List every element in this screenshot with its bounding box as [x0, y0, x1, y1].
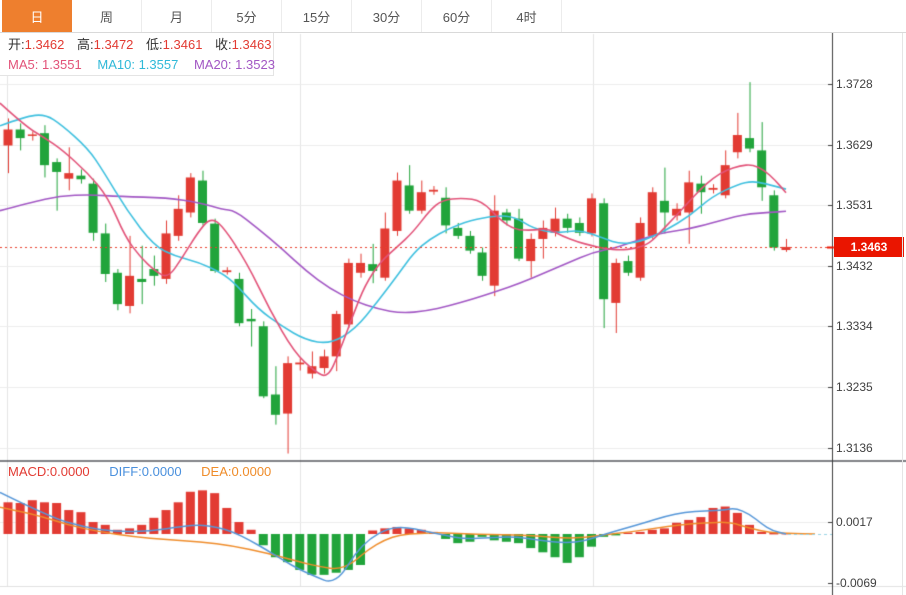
dea-readout: DEA:0.0000 — [201, 464, 272, 479]
timeframe-tabbar: 日 周 月 5分 15分 30分 60分 4时 — [0, 0, 906, 33]
high-value: 1.3472 — [93, 37, 134, 52]
y-axis-tick-3: 1.3531 — [836, 198, 873, 212]
diff-readout: DIFF:0.0000 — [109, 464, 182, 479]
ma20-readout: MA20: 1.3523 — [193, 57, 275, 72]
high-label: 高: — [77, 37, 94, 52]
open-label: 开: — [8, 37, 25, 52]
macd-readout: MACD:0.0000 — [8, 464, 90, 479]
tab-15min[interactable]: 15分 — [282, 0, 352, 32]
close-value: 1.3463 — [231, 37, 272, 52]
macd-axis-tick-1: 0.0017 — [836, 515, 873, 529]
ohlc-row: 开:1.3462 高:1.3472 低:1.3461 收:1.3463 — [8, 35, 273, 55]
tab-day[interactable]: 日 — [2, 0, 72, 32]
y-axis-tick-6: 1.3235 — [836, 380, 873, 394]
y-axis-tick-7: 1.3136 — [836, 441, 873, 455]
macd-axis-tick-2: -0.0069 — [836, 576, 877, 590]
macd-info-row: MACD:0.0000 DIFF:0.0000 DEA:0.0000 — [8, 464, 271, 479]
y-axis-tick-2: 1.3629 — [836, 138, 873, 152]
ma5-readout: MA5: 1.3551 — [8, 57, 82, 72]
open-value: 1.3462 — [24, 37, 65, 52]
y-axis-tick-1: 1.3728 — [836, 77, 873, 91]
tab-month[interactable]: 月 — [142, 0, 212, 32]
low-label: 低: — [146, 37, 163, 52]
y-axis-tick-5: 1.3334 — [836, 319, 873, 333]
y-axis-tick-4: 1.3432 — [836, 259, 873, 273]
ma10-readout: MA10: 1.3557 — [97, 57, 179, 72]
tab-5min[interactable]: 5分 — [212, 0, 282, 32]
last-price-tag: 1.3463 — [834, 237, 904, 257]
page-right-border — [902, 0, 903, 595]
close-label: 收: — [215, 37, 232, 52]
tab-30min[interactable]: 30分 — [352, 0, 422, 32]
ohlc-info-panel: 开:1.3462 高:1.3472 低:1.3461 收:1.3463 MA5:… — [0, 33, 275, 76]
ma-row: MA5: 1.3551 MA10: 1.3557 MA20: 1.3523 — [8, 55, 275, 75]
tab-week[interactable]: 周 — [72, 0, 142, 32]
low-value: 1.3461 — [162, 37, 203, 52]
tab-60min[interactable]: 60分 — [422, 0, 492, 32]
tab-4hour[interactable]: 4时 — [492, 0, 562, 32]
